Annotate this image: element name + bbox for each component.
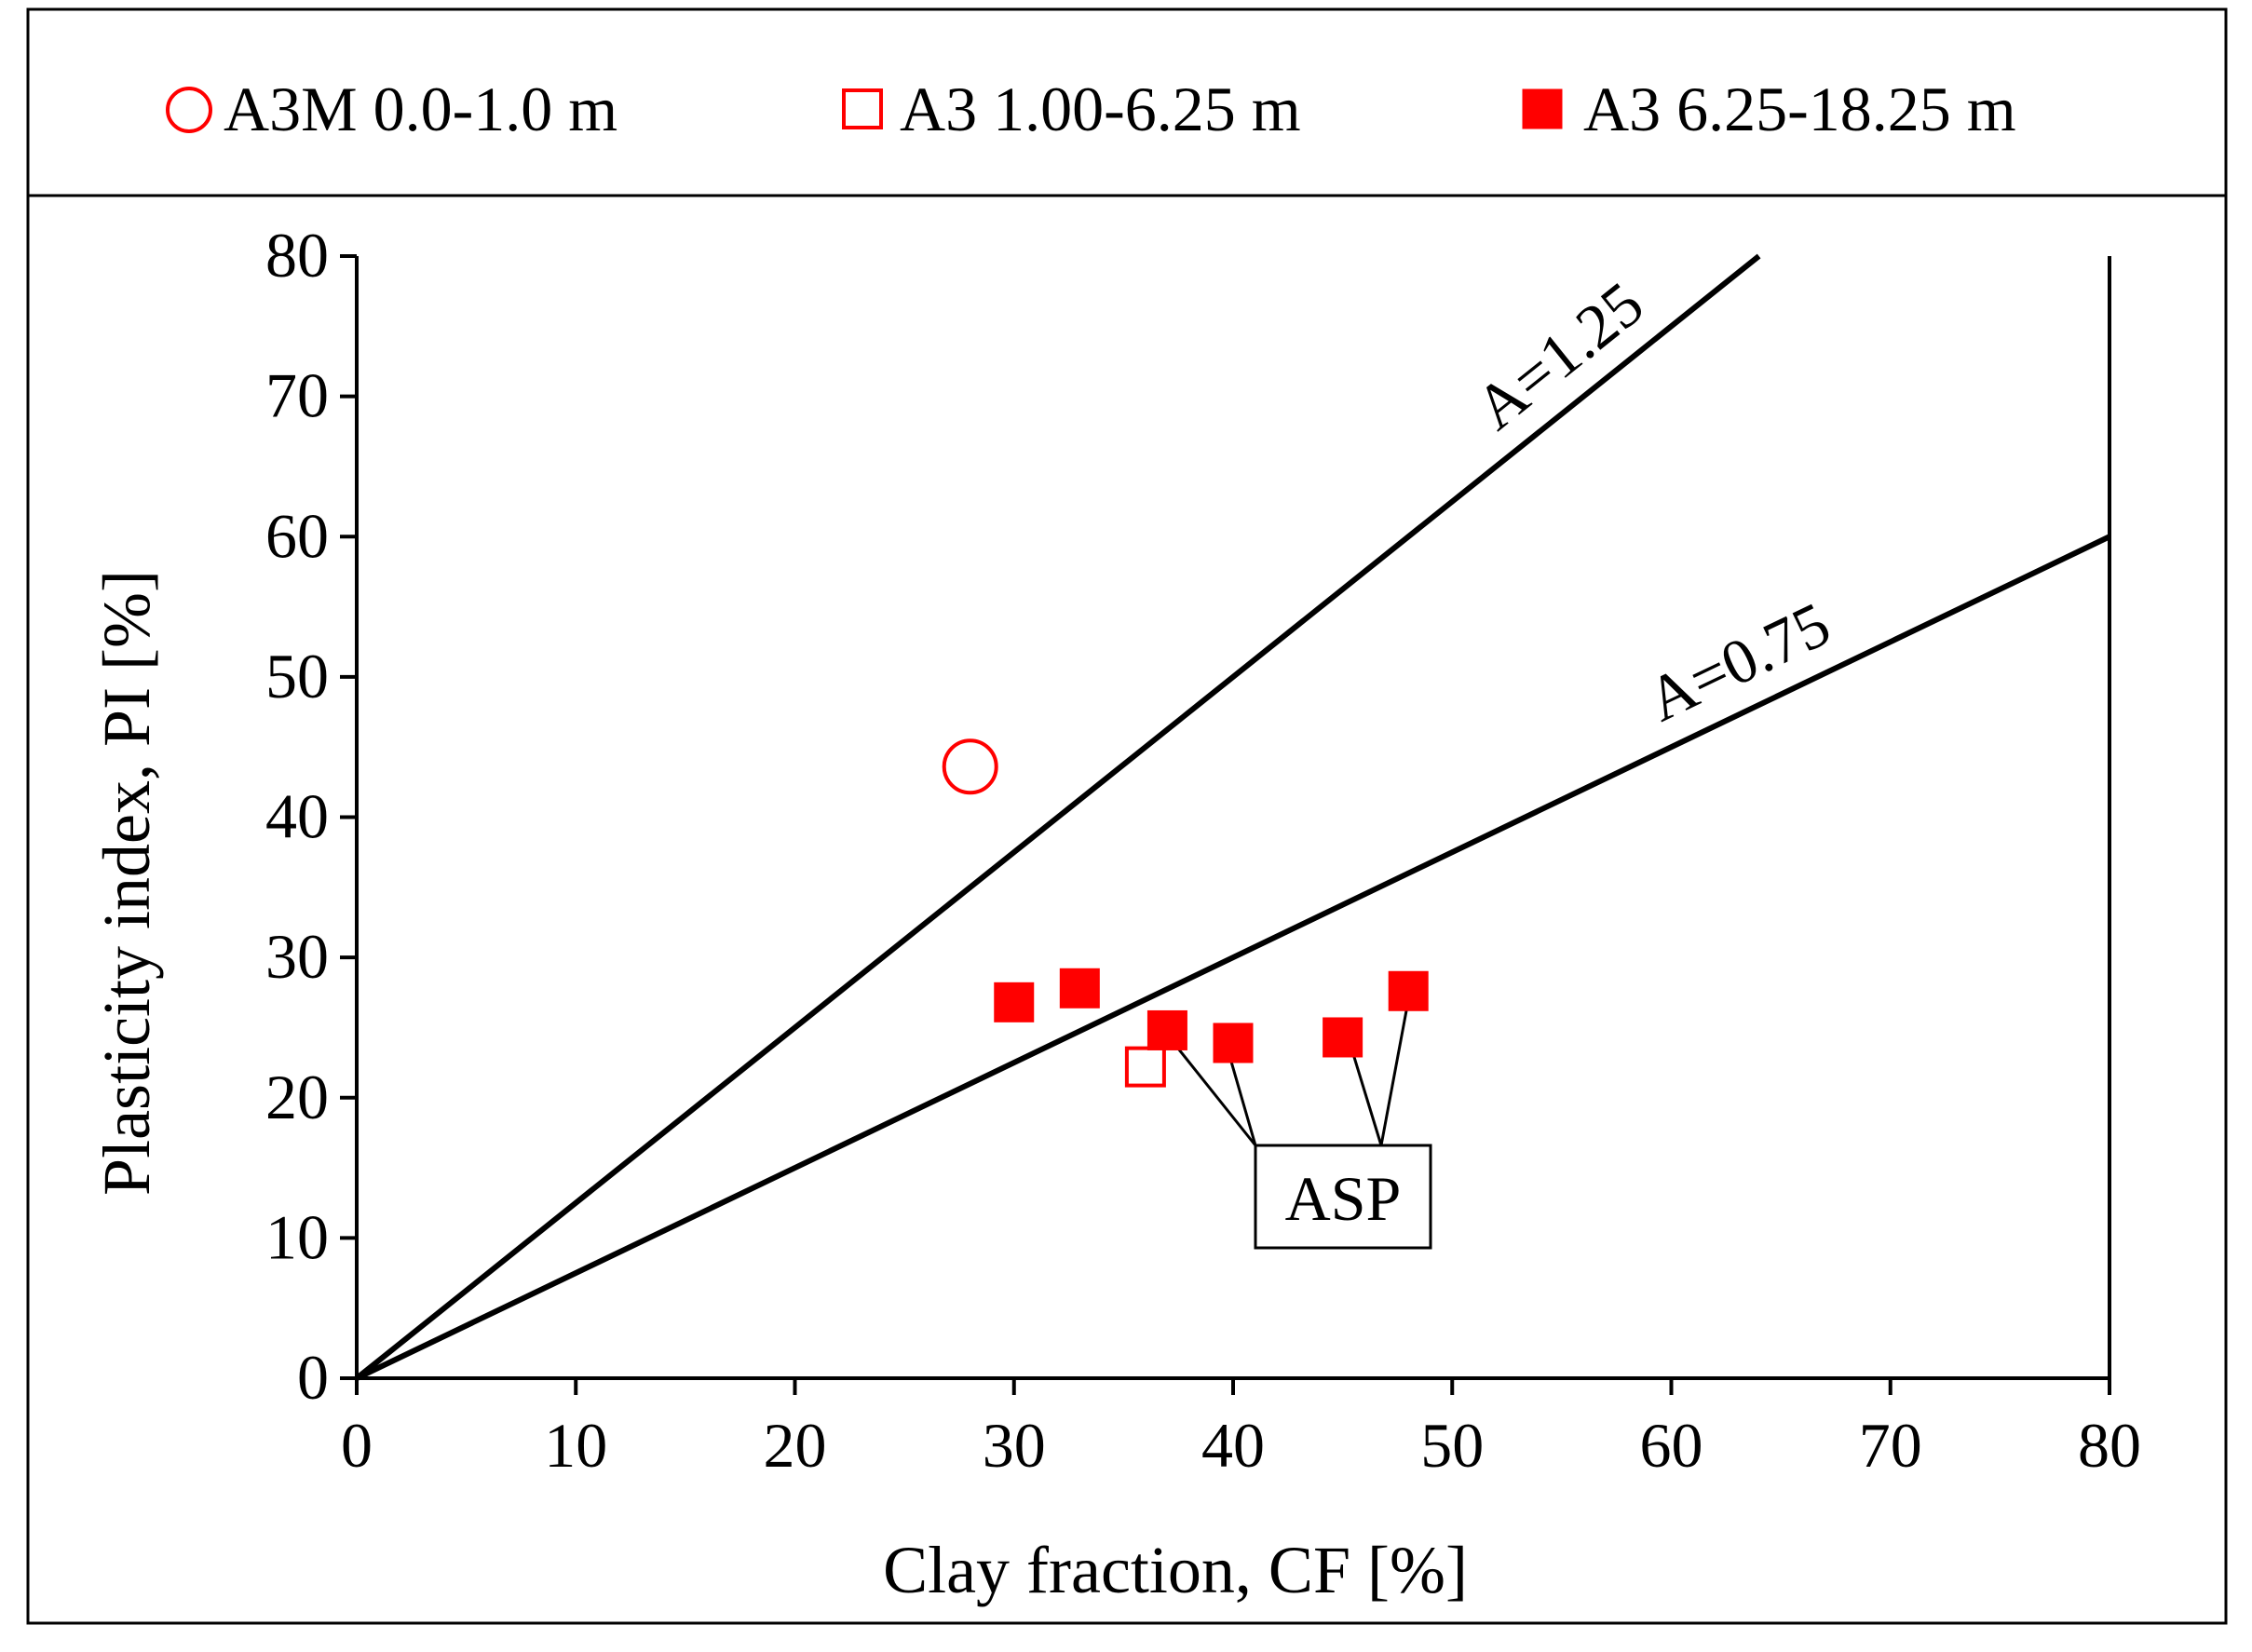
x-axis-title: Clay fraction, CF [%]: [883, 1533, 1468, 1607]
y-tick-label: 0: [297, 1342, 329, 1413]
annotation-leader-line: [1379, 1009, 1408, 1146]
data-point-square-filled: [994, 982, 1035, 1022]
y-tick-label: 30: [265, 921, 329, 992]
x-tick-label: 30: [983, 1410, 1046, 1481]
plot-area: 0 10 20 30 40 50 60 70 8001020304050607080A=1.25…: [265, 220, 2141, 1481]
annotation-leader-line: [1177, 1048, 1257, 1146]
data-point-square-filled: [1059, 968, 1100, 1009]
x-tick-label: 20: [764, 1410, 827, 1481]
y-tick-label: 20: [265, 1062, 329, 1132]
data-point-square-filled: [1146, 1009, 1187, 1050]
y-tick-label: 70: [265, 360, 329, 431]
legend-label-series-3: A3 6.25-18.25 m: [1583, 74, 2016, 144]
legend-marker-square-open: [842, 88, 883, 129]
y-tick-label: 60: [265, 500, 329, 571]
y-tick-label: 10: [265, 1201, 329, 1272]
annotation-leader-line: [1352, 1055, 1383, 1146]
legend-label-series-2: A3 1.00-6.25 m: [900, 74, 1301, 144]
y-tick-label: 40: [265, 781, 329, 852]
x-tick-label: 40: [1201, 1410, 1265, 1481]
data-point-square-filled: [1388, 970, 1429, 1011]
legend-marker-square-filled: [1522, 88, 1563, 129]
legend-label-series-1: A3M 0.0-1.0 m: [224, 74, 617, 144]
x-tick-label: 0: [341, 1410, 373, 1481]
x-tick-label: 60: [1640, 1410, 1703, 1481]
legend: A3M 0.0-1.0 m A3 1.00-6.25 m A3 6.25-18.…: [166, 74, 2016, 144]
data-point-circle: [942, 738, 998, 795]
x-tick-label: 80: [2078, 1410, 2141, 1481]
x-tick-label: 70: [1859, 1410, 1922, 1481]
annotation-leader-line: [1229, 1061, 1257, 1146]
data-point-square-open: [1124, 1046, 1166, 1088]
x-tick-label: 50: [1420, 1410, 1484, 1481]
data-point-square-filled: [1323, 1017, 1363, 1058]
legend-marker-circle-open: [166, 87, 212, 133]
data-point-square-filled: [1213, 1022, 1254, 1063]
reference-line: [355, 253, 1761, 1381]
reference-line: [355, 534, 2111, 1381]
legend-box: [26, 7, 2228, 197]
y-tick-label: 80: [265, 220, 329, 291]
x-tick-label: 10: [544, 1410, 607, 1481]
y-axis-title: Plasticity index, PI [%]: [89, 570, 164, 1196]
annotation-box: [1254, 1144, 1432, 1250]
y-tick-label: 50: [265, 641, 329, 711]
annotation-label: ASP: [1285, 1163, 1402, 1234]
